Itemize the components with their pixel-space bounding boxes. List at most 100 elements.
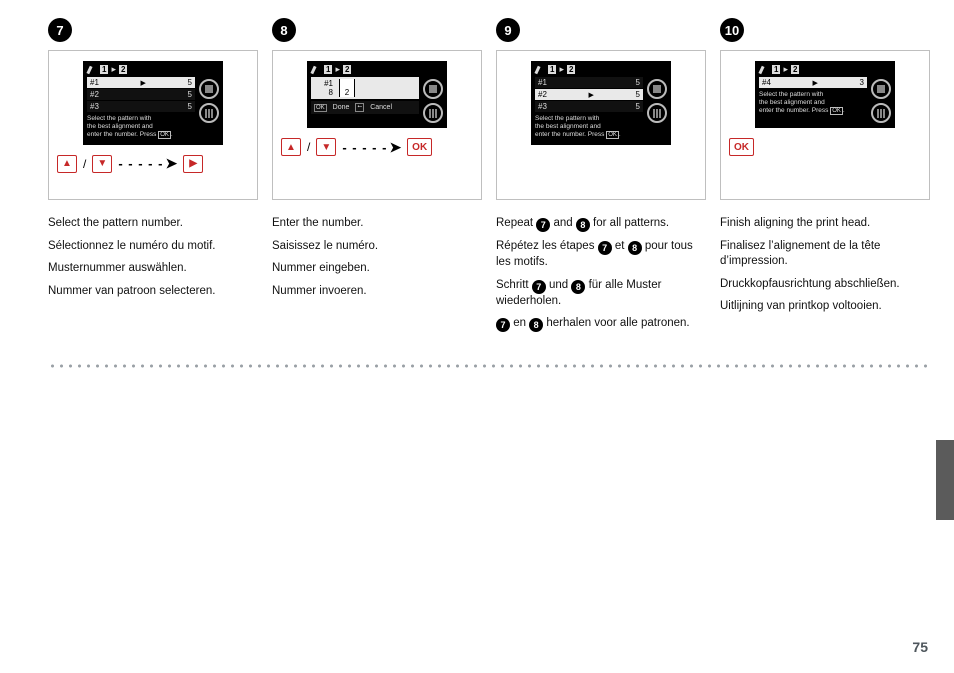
play-icon: ▶ <box>141 79 146 87</box>
down-keycap[interactable]: ▼ <box>316 138 336 156</box>
lcd-left: #1▶5#2 5#3 5Select the pattern withthe b… <box>87 77 195 140</box>
lcd-body: #1 82OKDone⭠Cancel <box>311 77 443 123</box>
lcd-header: 1▸2 <box>759 65 891 74</box>
caption-line: Uitlijning van printkop voltooien. <box>720 299 930 315</box>
lcd-row-label: #3 <box>90 102 99 111</box>
lcd-row-label: #4 <box>762 78 771 87</box>
step-columns: 71▸2#1▶5#2 5#3 5Select the pattern witht… <box>48 18 930 339</box>
lcd-row-label: #1 <box>538 78 547 87</box>
caption-line: Répétez les étapes 7 et 8 pour tous les … <box>496 239 706 271</box>
lcd-cancel-label: Cancel <box>370 104 392 111</box>
lcd-header-chip: 1 <box>324 65 332 74</box>
lcd-left: #1 5#2▶5#3 5Select the pattern withthe b… <box>535 77 643 140</box>
lcd-row-label: #2 <box>538 90 547 99</box>
up-keycap[interactable]: ▲ <box>281 138 301 156</box>
lcd-entry-row: #1 <box>311 79 419 88</box>
nav-row: ▲/▼- - - - -➤▶ <box>57 155 249 173</box>
play-icon: ▶ <box>813 79 818 87</box>
back-chip-icon: ⭠ <box>355 103 364 112</box>
step-captions: Finish aligning the print head. Finalisez… <box>720 216 930 315</box>
lcd-header: 1▸2 <box>87 65 219 74</box>
lcd-body: #1 5#2▶5#3 5Select the pattern withthe b… <box>535 77 667 140</box>
lcd-entry-row: 82 <box>311 88 419 97</box>
caption-line: Druckkopfausrichtung abschließen. <box>720 277 930 293</box>
lcd-header-chip: 2 <box>119 65 127 74</box>
lcd-list-row: #2 5 <box>87 89 195 100</box>
caption-line: Nummer eingeben. <box>272 261 482 277</box>
dotted-divider <box>48 363 930 369</box>
step-number-badge: 9 <box>496 18 520 42</box>
lcd-body: #1▶5#2 5#3 5Select the pattern withthe b… <box>87 77 219 140</box>
lcd-row-label: #3 <box>538 102 547 111</box>
lcd-right-icons <box>423 77 443 123</box>
step-captions: Select the pattern number. Sélectionnez l… <box>48 216 258 299</box>
lcd-header: 1▸2 <box>311 65 443 74</box>
lcd-left: #4 ▶ 3 Select the pattern withthe best alig… <box>759 77 867 123</box>
lcd-header-chip: 2 <box>567 65 575 74</box>
lcd-header-chip: 1 <box>548 65 556 74</box>
lcd-entry-value: 2 <box>339 88 355 97</box>
caption-line: Schritt 7 und 8 für alle Muster wiederho… <box>496 278 706 310</box>
stop-ring-icon <box>647 79 667 99</box>
play-icon: ▶ <box>589 91 594 99</box>
wrench-icon <box>311 66 321 74</box>
stop-ring-icon <box>199 79 219 99</box>
step-number-badge: 8 <box>272 18 296 42</box>
ok-keycap[interactable]: OK <box>729 138 754 156</box>
lcd-footer: OKDone⭠Cancel <box>311 101 419 114</box>
step-captions: Repeat 7 and 8 for all patterns.Répétez … <box>496 216 706 332</box>
lcd-left: #1 82OKDone⭠Cancel <box>311 77 419 123</box>
caption-line: Sélectionnez le numéro du motif. <box>48 239 258 255</box>
leads-to-arrow: - - - - -➤ <box>342 139 401 156</box>
lcd-header-chip: 1 <box>772 65 780 74</box>
step-captions: Enter the number.Saisissez le numéro.Num… <box>272 216 482 299</box>
wrench-icon <box>535 66 545 74</box>
lcd-row-label: #2 <box>90 90 99 99</box>
lcd-row-value: 5 <box>188 90 192 99</box>
up-keycap[interactable]: ▲ <box>57 155 77 173</box>
lcd-list-row: #3 5 <box>87 101 195 112</box>
step-ref-badge: 8 <box>529 318 543 332</box>
ok-chip-icon: OK <box>830 107 843 115</box>
caption-line: Finalisez l’alignement de la tête d’impr… <box>720 239 930 270</box>
arrow-right-icon: ▸ <box>559 65 564 74</box>
section-thumb-tab <box>936 440 954 520</box>
lcd-entry-label: 8 <box>311 88 339 97</box>
lcd-done-label: Done <box>333 104 350 111</box>
ok-keycap[interactable]: OK <box>407 138 432 156</box>
step-panel: 1▸2 #4 ▶ 3 Select the pattern withthe best a… <box>720 50 930 200</box>
right-keycap[interactable]: ▶ <box>183 155 203 173</box>
manual-page: 71▸2#1▶5#2 5#3 5Select the pattern witht… <box>0 0 954 369</box>
step-ref-badge: 8 <box>576 218 590 232</box>
caption-line: Finish aligning the print head. <box>720 216 930 232</box>
page-number: 75 <box>912 639 928 655</box>
lcd-row-value: 5 <box>188 78 192 87</box>
lcd-row-value: 3 <box>860 78 864 87</box>
arrow-right-icon: ▸ <box>335 65 340 74</box>
lcd-entry-value <box>339 79 355 88</box>
caption-line: Musternummer auswählen. <box>48 261 258 277</box>
slash: / <box>83 157 86 171</box>
caption-line: Select the pattern number. <box>48 216 258 232</box>
lcd-hint: Select the pattern withthe best alignmen… <box>759 91 867 116</box>
lcd-entry-label: #1 <box>311 79 339 88</box>
down-keycap[interactable]: ▼ <box>92 155 112 173</box>
bars-ring-icon <box>647 103 667 123</box>
slash: / <box>307 140 310 154</box>
lcd-list-row: #4 ▶ 3 <box>759 77 867 88</box>
lcd-list-row: #1 5 <box>535 77 643 88</box>
step-column: 71▸2#1▶5#2 5#3 5Select the pattern witht… <box>48 18 258 339</box>
lcd-header-chip: 2 <box>343 65 351 74</box>
step-ref-badge: 7 <box>532 280 546 294</box>
caption-line: Nummer van patroon selecteren. <box>48 284 258 300</box>
arrow-right-icon: ▸ <box>111 65 116 74</box>
nav-row: ▲ / ▼ - - - - -➤ OK <box>281 138 473 156</box>
stop-ring-icon <box>871 79 891 99</box>
lcd-list-row: #3 5 <box>535 101 643 112</box>
lcd-right-icons <box>647 77 667 140</box>
lcd-header-chip: 2 <box>791 65 799 74</box>
lcd-screenshot: 1▸2#1▶5#2 5#3 5Select the pattern withth… <box>83 61 223 145</box>
caption-line: Saisissez le numéro. <box>272 239 482 255</box>
arrow-right-icon: ▸ <box>783 65 788 74</box>
wrench-icon <box>87 66 97 74</box>
